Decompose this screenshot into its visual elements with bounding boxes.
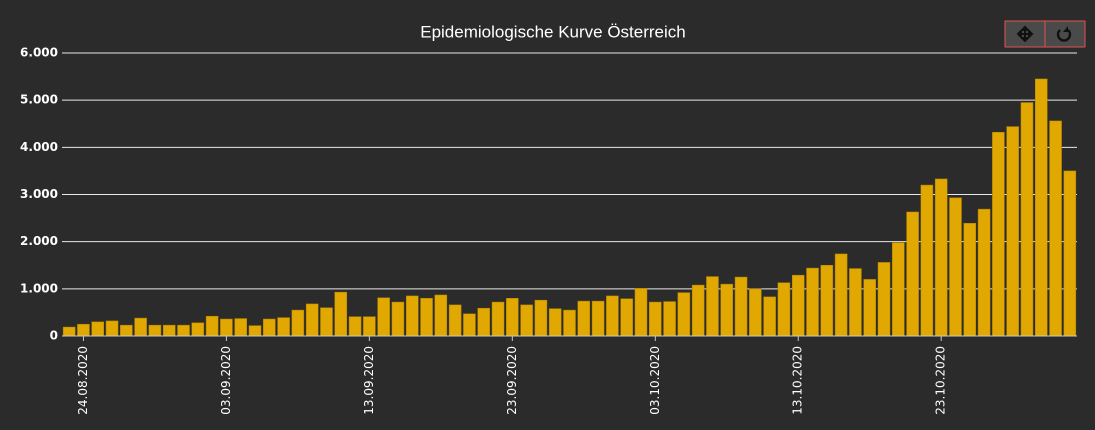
bar (620, 298, 633, 337)
bar (234, 318, 247, 337)
y-tick-label: 6.000 (20, 46, 58, 60)
reset-icon-arrow[interactable] (1063, 26, 1068, 32)
x-tick-label: 03.10.2020 (648, 346, 662, 415)
bar (892, 242, 905, 337)
bar (248, 325, 262, 337)
bar (363, 316, 376, 337)
bar (334, 291, 348, 337)
bar (834, 253, 848, 337)
bar (277, 317, 290, 337)
y-tick-label: 5.000 (20, 93, 58, 107)
bar (920, 184, 934, 337)
bar (148, 324, 162, 337)
bar (191, 322, 205, 337)
bar (205, 315, 219, 337)
bar (677, 292, 691, 337)
chart-title: Epidemiologische Kurve Österreich (420, 22, 686, 41)
bar (1049, 120, 1062, 337)
bar (463, 313, 476, 337)
y-tick-label: 0 (50, 329, 58, 343)
bar (134, 317, 147, 337)
y-tick-label: 2.000 (20, 234, 58, 248)
bar (820, 265, 834, 337)
x-tick-label: 03.09.2020 (219, 346, 233, 415)
bar (591, 300, 605, 337)
bar (477, 307, 490, 337)
bar (1035, 78, 1048, 337)
bar (434, 294, 448, 337)
bar (1020, 102, 1034, 337)
bar (263, 318, 276, 337)
bar (691, 284, 705, 337)
bar (534, 299, 548, 337)
bar (520, 304, 533, 337)
bar (791, 274, 805, 337)
bar (348, 316, 362, 337)
pan-icon[interactable] (1016, 25, 1034, 43)
bar (763, 296, 776, 337)
bar (120, 324, 133, 337)
bar (992, 131, 1005, 337)
bar (405, 295, 419, 337)
bar (863, 279, 876, 337)
bar (977, 208, 991, 337)
bar (91, 321, 104, 337)
bar (377, 297, 390, 337)
bar (934, 178, 948, 337)
bar (706, 276, 719, 337)
bar (77, 323, 90, 337)
bar (1063, 170, 1077, 337)
reset-icon[interactable] (1056, 29, 1072, 42)
bar (777, 282, 791, 337)
bar (506, 298, 519, 337)
bar (963, 223, 977, 337)
bar (162, 324, 176, 337)
bar (491, 301, 505, 337)
x-tick-label: 13.09.2020 (362, 346, 376, 415)
y-tick-label: 3.000 (20, 187, 58, 201)
bar (1006, 126, 1019, 337)
bar (749, 288, 762, 337)
bar (906, 211, 919, 337)
reset-button[interactable] (1044, 20, 1086, 48)
bar (734, 276, 748, 337)
bar (877, 262, 891, 337)
bar (448, 304, 462, 337)
y-tick-label: 1.000 (20, 281, 58, 295)
bar (62, 326, 76, 337)
bar (849, 268, 862, 337)
reset-button-frame[interactable] (1044, 20, 1086, 48)
bar (649, 301, 662, 337)
bar (663, 301, 676, 337)
bar (720, 283, 734, 337)
bar (320, 307, 333, 337)
bar (305, 303, 319, 337)
x-tick-label: 23.10.2020 (934, 346, 948, 415)
x-tick-label: 24.08.2020 (76, 346, 90, 415)
pan-button[interactable] (1004, 20, 1046, 48)
bar (548, 308, 562, 337)
x-tick-label: 13.10.2020 (791, 346, 805, 415)
bar (806, 267, 819, 337)
bar (420, 298, 433, 337)
bar (105, 320, 119, 337)
bar (577, 300, 591, 337)
x-tick-label: 23.09.2020 (505, 346, 519, 415)
bar (220, 318, 233, 337)
bar (606, 295, 619, 337)
bar (391, 301, 405, 337)
y-tick-label: 4.000 (20, 140, 58, 154)
bar (177, 324, 190, 337)
bar (291, 309, 305, 337)
bar (563, 309, 576, 337)
bar (949, 197, 962, 337)
bar (634, 288, 648, 337)
